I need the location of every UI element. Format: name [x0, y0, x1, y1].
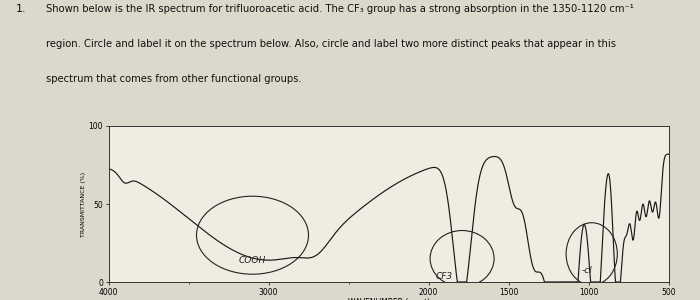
Text: CF3: CF3: [436, 272, 453, 281]
Text: -cl: -cl: [582, 266, 592, 274]
Text: 1.: 1.: [15, 4, 26, 14]
Text: COOH: COOH: [239, 256, 266, 265]
Text: region. Circle and label it on the spectrum below. Also, circle and label two mo: region. Circle and label it on the spect…: [46, 39, 615, 49]
Text: spectrum that comes from other functional groups.: spectrum that comes from other functiona…: [46, 74, 301, 83]
Text: Shown below is the IR spectrum for trifluoroacetic acid. The CF₃ group has a str: Shown below is the IR spectrum for trifl…: [46, 4, 634, 14]
Y-axis label: TRANSMITTANCE (%): TRANSMITTANCE (%): [80, 171, 85, 237]
X-axis label: WAVENUMBER (cm⁻¹): WAVENUMBER (cm⁻¹): [348, 298, 429, 300]
